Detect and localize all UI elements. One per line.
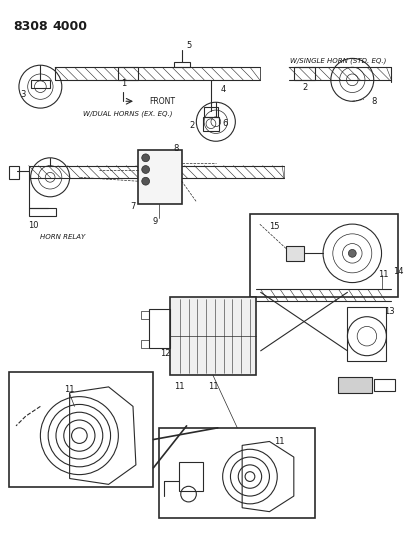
- Text: 11: 11: [378, 270, 388, 279]
- Circle shape: [348, 249, 355, 257]
- Bar: [249, 214, 397, 297]
- Bar: [173, 62, 189, 67]
- Bar: [140, 340, 148, 348]
- Text: 13: 13: [383, 308, 394, 316]
- Bar: [293, 67, 315, 80]
- Text: 8: 8: [173, 143, 178, 152]
- Text: 3: 3: [20, 90, 25, 99]
- Text: FRONT: FRONT: [149, 97, 175, 106]
- Text: 9: 9: [153, 217, 157, 225]
- Text: 7: 7: [130, 202, 135, 211]
- Bar: [159, 428, 315, 518]
- Bar: [178, 462, 203, 491]
- Bar: [170, 297, 255, 375]
- Bar: [118, 67, 137, 80]
- Text: HORN RELAY: HORN RELAY: [40, 234, 85, 240]
- Bar: [337, 377, 371, 393]
- Text: 11: 11: [174, 382, 184, 391]
- Bar: [9, 166, 19, 179]
- Text: 5: 5: [186, 41, 191, 50]
- Text: W/DUAL HORNS (EX. EQ.): W/DUAL HORNS (EX. EQ.): [83, 111, 173, 117]
- Bar: [346, 307, 385, 360]
- Text: 8308: 8308: [13, 20, 47, 34]
- Text: 11: 11: [273, 437, 284, 446]
- Bar: [203, 117, 218, 131]
- Text: 2: 2: [189, 121, 194, 130]
- Text: 8: 8: [371, 97, 376, 106]
- Bar: [137, 150, 181, 204]
- Bar: [29, 207, 56, 216]
- Circle shape: [142, 166, 149, 173]
- Text: 2: 2: [301, 83, 306, 92]
- Bar: [373, 379, 394, 391]
- Bar: [31, 80, 50, 87]
- Text: 11: 11: [207, 382, 218, 391]
- Text: 10: 10: [28, 221, 38, 230]
- Text: 1: 1: [121, 79, 126, 88]
- Text: 4: 4: [220, 85, 225, 94]
- Text: 4000: 4000: [52, 20, 87, 34]
- Bar: [9, 372, 153, 487]
- Bar: [140, 311, 148, 319]
- Bar: [148, 309, 170, 348]
- Text: 14: 14: [392, 268, 403, 277]
- Text: W/SINGLE HORN (STD. EQ.): W/SINGLE HORN (STD. EQ.): [289, 57, 385, 63]
- Circle shape: [142, 154, 149, 161]
- Bar: [285, 246, 303, 261]
- Text: 11: 11: [64, 385, 75, 394]
- Circle shape: [142, 177, 149, 185]
- Bar: [204, 107, 217, 117]
- Text: 15: 15: [269, 222, 279, 231]
- Text: 6: 6: [222, 119, 227, 128]
- Text: 12: 12: [160, 349, 170, 358]
